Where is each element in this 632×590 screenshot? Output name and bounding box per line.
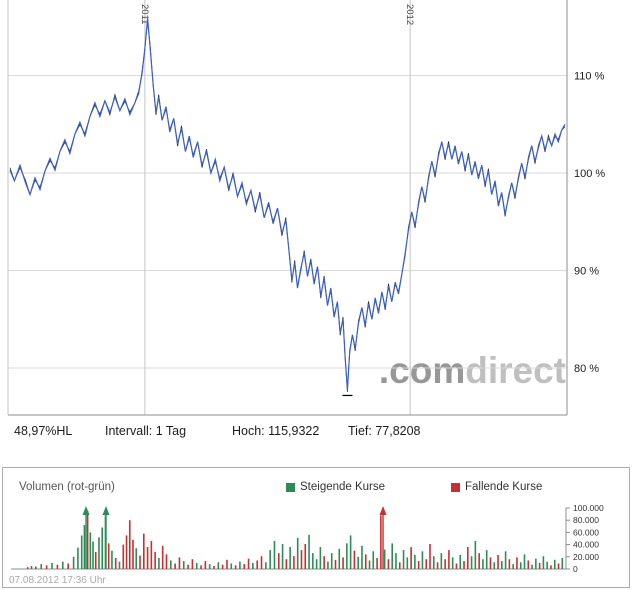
low-value: Tief: 77,8208 bbox=[348, 424, 421, 438]
watermark-prefix: .com bbox=[378, 350, 466, 391]
svg-text:60.000: 60.000 bbox=[573, 527, 599, 537]
green-square-icon bbox=[286, 482, 295, 492]
svg-text:100 %: 100 % bbox=[574, 168, 605, 180]
svg-text:80 %: 80 % bbox=[574, 363, 599, 375]
chart-footer: 48,97%HL Intervall: 1 Tag Hoch: 115,9322… bbox=[0, 424, 632, 442]
svg-text:2012: 2012 bbox=[404, 4, 415, 25]
svg-text:100.000: 100.000 bbox=[573, 503, 604, 513]
timestamp: 07.08.2012 17:36 Uhr bbox=[9, 575, 106, 586]
volume-chart-plot: 100.000 80.000 60.000 40.000 20.000 0 bbox=[11, 503, 604, 574]
svg-text:40.000: 40.000 bbox=[573, 540, 599, 550]
volume-panel: 100.000 80.000 60.000 40.000 20.000 0 Volumen… bbox=[2, 467, 630, 588]
price-chart-panel: .comdirect 110 % 100 % 90 % 80 % 2011 2012 48… bbox=[0, 0, 632, 442]
watermark-suffix: direct bbox=[465, 350, 566, 391]
svg-text:20.000: 20.000 bbox=[573, 552, 599, 562]
interval-value: Intervall: 1 Tag bbox=[105, 424, 187, 438]
legend-down-label: Fallende Kurse bbox=[465, 481, 543, 493]
hl-percent-value: 48,97%HL bbox=[14, 424, 73, 438]
volume-title: Volumen (rot-grün) bbox=[19, 481, 115, 493]
high-value: Hoch: 115,9322 bbox=[232, 424, 320, 438]
svg-text:90 %: 90 % bbox=[574, 266, 599, 278]
price-chart-plot: 110 % 100 % 90 % 80 % 2011 2012 bbox=[7, 0, 605, 416]
legend-steigende-kurse: Steigende Kurse bbox=[286, 481, 385, 493]
legend-up-label: Steigende Kurse bbox=[300, 481, 386, 493]
red-square-icon bbox=[451, 482, 460, 492]
svg-text:110 %: 110 % bbox=[574, 71, 605, 83]
comdirect-watermark: .comdirect bbox=[379, 352, 566, 389]
svg-text:80.000: 80.000 bbox=[573, 515, 599, 525]
svg-text:0: 0 bbox=[573, 564, 578, 574]
svg-text:2011: 2011 bbox=[139, 4, 150, 24]
legend-fallende-kurse: Fallende Kurse bbox=[451, 481, 542, 493]
